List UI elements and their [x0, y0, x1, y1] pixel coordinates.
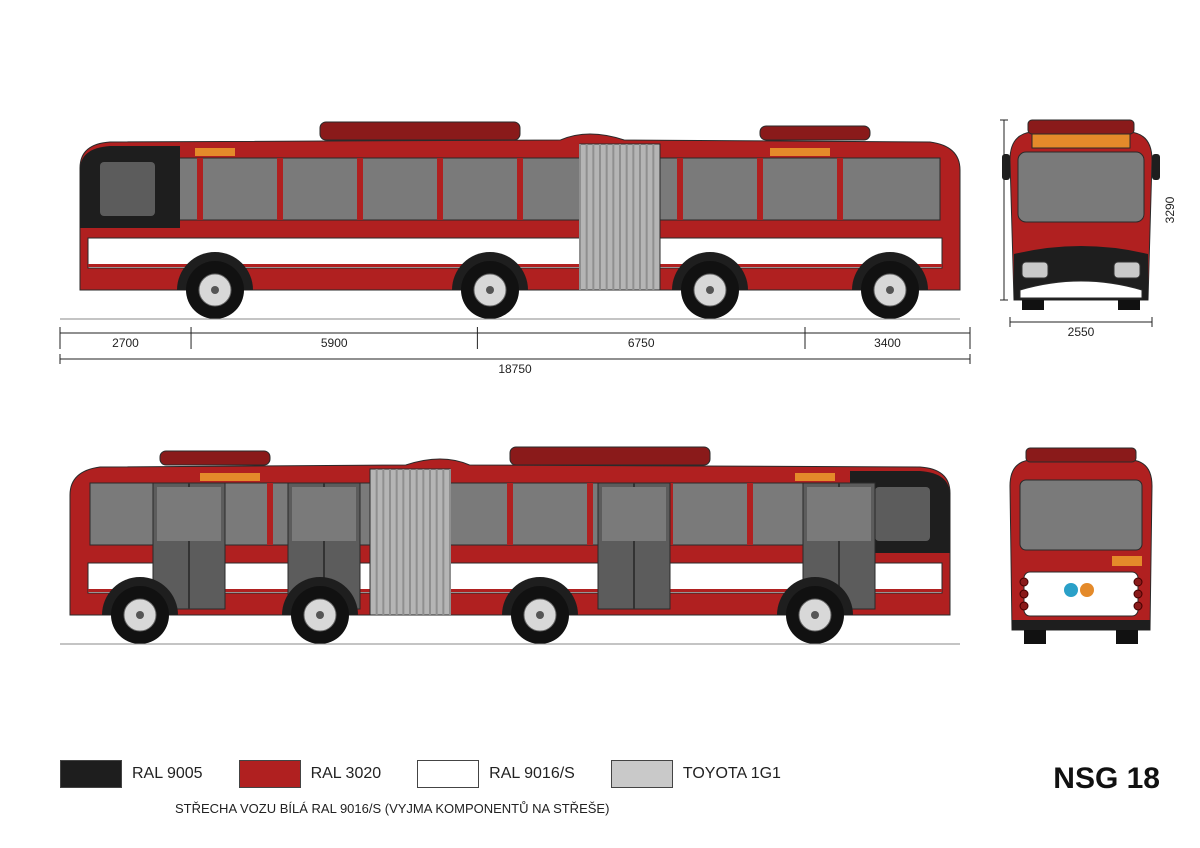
legend-label: TOYOTA 1G1	[683, 765, 781, 783]
legend-swatch-white	[417, 760, 479, 788]
legend-label: RAL 9016/S	[489, 765, 575, 783]
svg-text:3400: 3400	[874, 336, 901, 350]
legend-item: RAL 3020	[239, 760, 382, 788]
svg-text:2700: 2700	[112, 336, 139, 350]
svg-text:6750: 6750	[628, 336, 655, 350]
row2-rear-view	[1000, 440, 1180, 670]
legend-item: RAL 9016/S	[417, 760, 575, 788]
color-legend: RAL 9005 RAL 3020 RAL 9016/S TOYOTA 1G1	[60, 760, 781, 788]
row2-side-view	[50, 445, 980, 665]
legend-swatch-grey	[611, 760, 673, 788]
model-label: NSG 18	[1053, 762, 1160, 796]
svg-text:3290: 3290	[1163, 196, 1177, 223]
legend-swatch-black	[60, 760, 122, 788]
svg-text:18750: 18750	[498, 362, 532, 376]
roof-note: STŘECHA VOZU BÍLÁ RAL 9016/S (VYJMA KOMP…	[175, 801, 609, 816]
svg-text:2550: 2550	[1068, 325, 1095, 339]
row1-front-view: 3290 2550	[1000, 110, 1180, 380]
row1-side-view: 2700 5900 6750 3400 18750	[50, 120, 980, 380]
page: 2700 5900 6750 3400 18750 3290 2550 RAL 9005 …	[0, 0, 1200, 848]
svg-text:5900: 5900	[321, 336, 348, 350]
legend-label: RAL 9005	[132, 765, 203, 783]
legend-swatch-red	[239, 760, 301, 788]
legend-label: RAL 3020	[311, 765, 382, 783]
legend-item: TOYOTA 1G1	[611, 760, 781, 788]
legend-item: RAL 9005	[60, 760, 203, 788]
